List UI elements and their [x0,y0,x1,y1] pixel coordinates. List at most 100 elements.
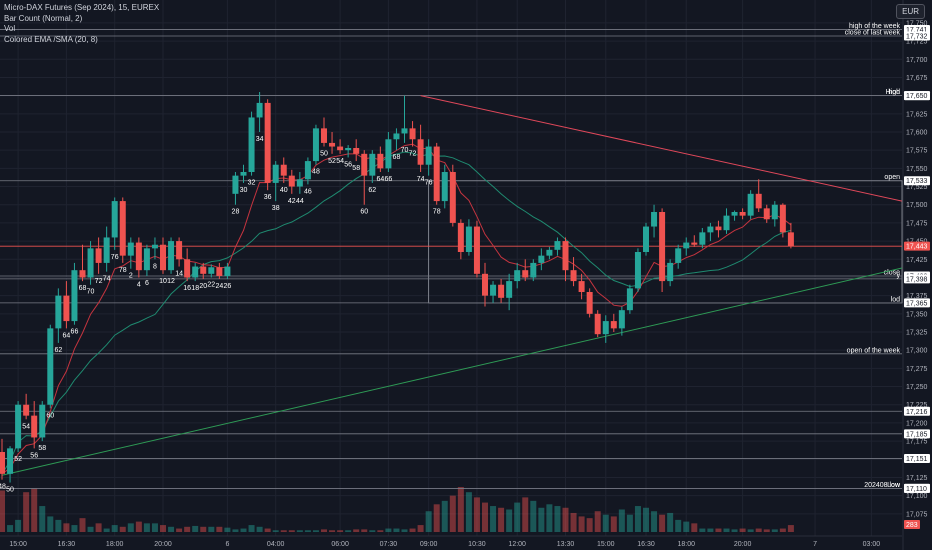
bar-count-label: 66 [71,329,79,336]
candle-body [651,212,658,227]
candle-body [683,242,690,249]
time-tick-label: 16:30 [58,541,76,548]
volume-bar [610,516,617,532]
level-label[interactable]: close [884,270,900,277]
indicator-volume[interactable]: Vol [4,24,16,33]
bar-count-label: 58 [352,165,360,172]
bar-count-label: 74 [103,276,111,283]
volume-bar [168,526,175,532]
volume-bar [55,519,62,532]
level-label[interactable]: high of the week [849,23,900,30]
volume-bar [715,528,722,532]
level-label[interactable]: Low [887,482,901,489]
time-tick-label: 06:00 [331,541,349,548]
bar-count-label: 14 [175,271,183,278]
volume-bar [160,525,166,532]
volume-bar [490,506,497,532]
volume-bar [747,529,754,532]
price-tag [904,298,930,308]
level-label[interactable]: High [886,89,901,96]
bar-count-label: 68 [79,285,87,292]
candle-body [0,452,5,474]
candle-body [200,266,207,274]
candle-body [570,270,577,282]
volume-bar [417,525,424,532]
level-label[interactable]: open of the week [847,347,901,354]
volume-bar [771,529,778,532]
volume-bar [514,502,521,532]
bar-count-label: 44 [296,198,304,205]
candle-body [119,201,126,256]
candle-body [586,292,593,314]
candle-body [779,204,786,233]
symbol-title[interactable]: Micro-DAX Futures (Sep 2024), 15, EUREX [4,3,160,12]
volume-bar [626,514,633,532]
candle-body [675,248,682,263]
time-tick-label: 7 [813,541,817,548]
volume-bar [409,528,416,532]
price-tag-label: 17,443 [906,244,928,251]
candle-body [176,241,183,260]
volume-bar [586,518,593,532]
candle-body [288,175,295,187]
volume-bar [369,530,376,532]
bar-count-label: 28 [232,209,240,216]
volume-bar [361,529,368,532]
indicator-bar-count[interactable]: Bar Count (Normal, 2) [4,13,83,23]
volume-bar [683,521,690,532]
candle-body [87,248,94,278]
volume-bar [425,511,432,532]
candle-body [530,262,537,278]
bar-count-label: 40 [280,187,288,194]
candle-body [441,172,448,202]
candle-body [771,204,778,220]
candle-body [707,226,714,233]
candle-body [522,270,529,278]
candle-body [514,270,521,282]
candle-body [329,142,336,147]
volume-bar [272,530,279,532]
price-tag-label: 17,398 [906,276,928,283]
volume-bar [457,487,464,532]
candle-body [7,448,14,474]
level-label[interactable]: close of last week [845,30,901,37]
volume-bar [441,500,448,532]
level-label[interactable]: hod [888,89,900,96]
candle-body [634,252,641,289]
candle-body [224,266,231,276]
level-label[interactable]: 202408 low [864,482,901,489]
level-label[interactable]: lod [891,296,900,303]
volume-bar [353,529,360,532]
volume-bar [675,519,682,532]
bar-count-label: 52 [14,456,22,463]
candle-body [143,248,150,271]
bar-count-label: 62 [54,347,62,354]
bar-count-label: 22 [207,281,215,288]
candle-body [409,128,416,140]
bar-count-label: 46 [304,188,312,195]
candle-body [401,128,408,134]
bar-count-label: 16 [183,285,191,292]
price-tick-label: 17,425 [906,257,928,264]
candle-body [272,164,279,183]
candle-body [385,139,392,169]
volume-bar [546,504,553,532]
currency-button[interactable]: EUR [896,4,925,19]
candle-body [731,212,738,216]
volume-bar [232,529,239,532]
volume-bar [95,523,102,532]
volume-bar [385,528,392,532]
bar-count-label: 72 [409,151,417,158]
candle-body [659,212,666,282]
candle-body [691,242,698,245]
price-tag [904,31,930,41]
price-tick-label: 17,700 [906,57,928,64]
volume-bar [63,523,70,532]
trendline [1,267,903,476]
bar-count-label: 70 [87,289,95,296]
bar-count-label: 4 [137,281,141,288]
level-label[interactable]: y [897,272,901,279]
indicator-ema-sma[interactable]: Colored EMA /SMA (20, 8) [4,34,98,44]
level-label[interactable]: open [884,174,900,181]
